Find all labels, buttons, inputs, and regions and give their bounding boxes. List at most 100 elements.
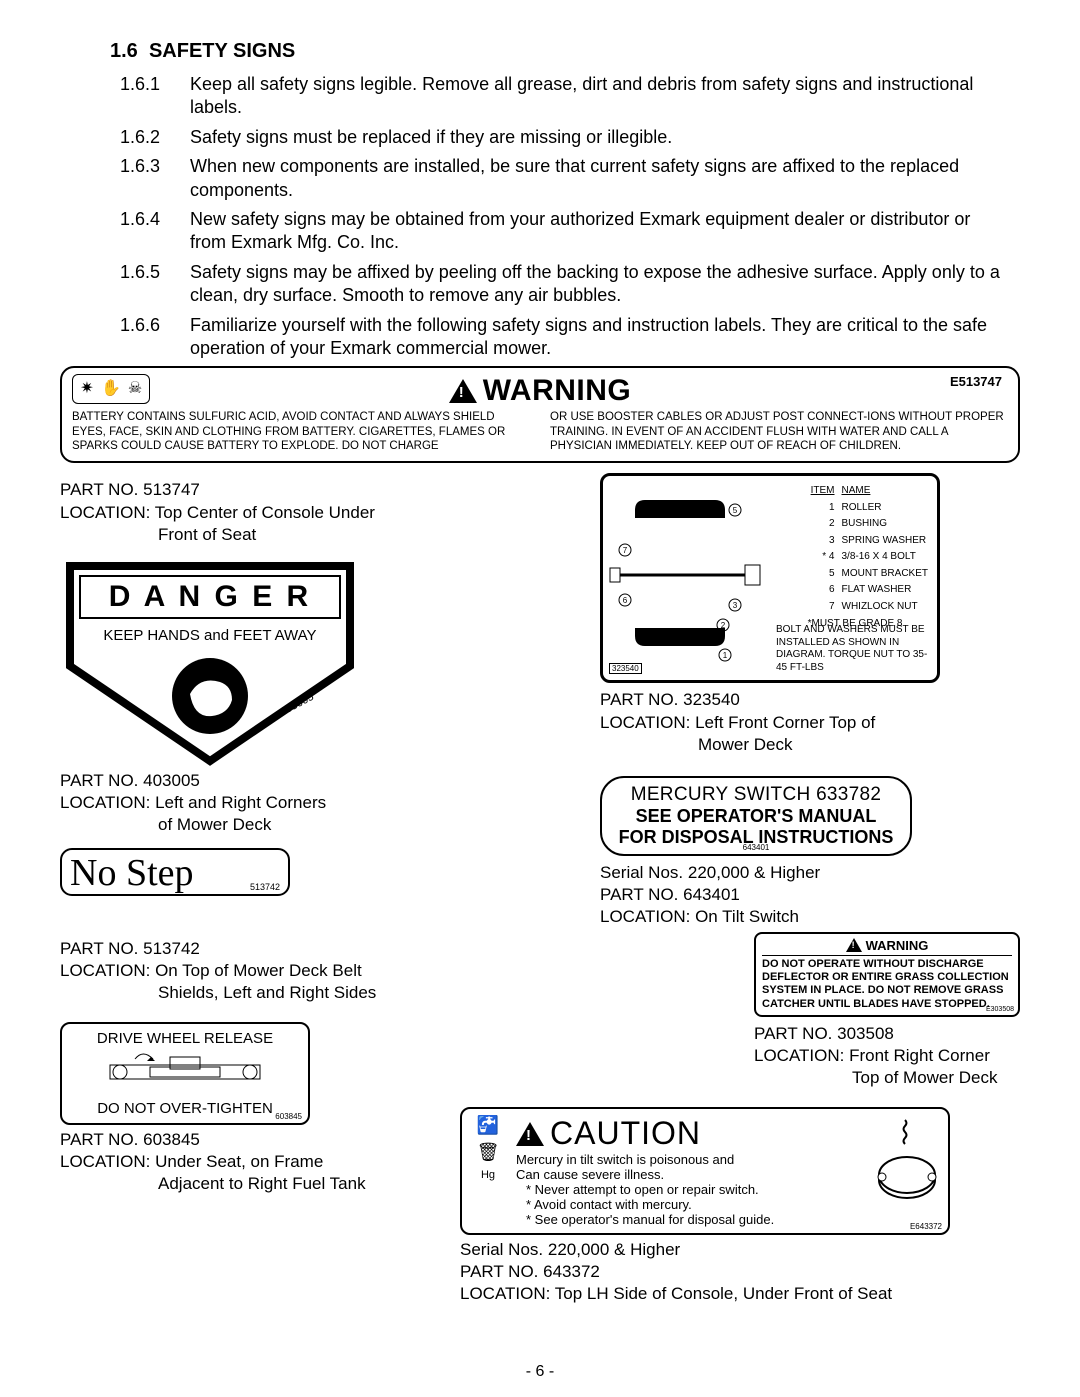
nostep-code: 513742 bbox=[250, 882, 280, 892]
part-number: PART NO. 643372 bbox=[460, 1262, 600, 1281]
warning-right-text: OR USE BOOSTER CABLES OR ADJUST POST CON… bbox=[550, 410, 1008, 453]
drive-sub: DO NOT OVER-TIGHTEN bbox=[70, 1100, 300, 1117]
item-num: 1.6.4 bbox=[60, 208, 190, 255]
part-number: PART NO. 643401 bbox=[600, 885, 740, 904]
warning-hazard-icons: ✷ ✋ ☠ bbox=[72, 374, 150, 404]
warning-discharge-label: WARNING DO NOT OPERATE WITHOUT DISCHARGE… bbox=[754, 932, 1020, 1017]
warning-triangle-icon bbox=[516, 1122, 544, 1146]
section-number: 1.6 bbox=[60, 40, 138, 62]
item-num: 1.6.1 bbox=[60, 73, 190, 120]
trash-icon: 🗑 bbox=[477, 1142, 500, 1163]
caution-title-text: CAUTION bbox=[550, 1115, 701, 1152]
svg-text:5: 5 bbox=[733, 506, 738, 515]
location-line: LOCATION: Front Right Corner bbox=[754, 1046, 990, 1065]
warning-small-caption: PART NO. 303508 LOCATION: Front Right Co… bbox=[754, 1023, 1020, 1089]
part-number: PART NO. 603845 bbox=[60, 1130, 200, 1149]
section-title: SAFETY SIGNS bbox=[149, 40, 295, 62]
warning-small-code: E303508 bbox=[986, 1006, 1014, 1013]
row-name: MOUNT BRACKET bbox=[841, 567, 930, 582]
mercury-l2a: SEE OPERATOR'S MANUAL bbox=[616, 806, 896, 827]
warning-heading-text: WARNING bbox=[483, 374, 632, 408]
location-line: LOCATION: On Tilt Switch bbox=[600, 907, 799, 926]
location-line: LOCATION: On Top of Mower Deck Belt bbox=[60, 961, 362, 980]
skull-icon: ☠ bbox=[125, 381, 145, 397]
row-name: 3/8-16 X 4 BOLT bbox=[841, 550, 930, 565]
caution-caption: Serial Nos. 220,000 & Higher PART NO. 64… bbox=[460, 1239, 1020, 1305]
svg-text:3: 3 bbox=[733, 601, 738, 610]
hand-icon: ✋ bbox=[101, 381, 121, 397]
danger-pentagon-svg: D A N G E R KEEP HANDS and FEET AWAY 403… bbox=[60, 556, 360, 766]
warning-left-text: BATTERY CONTAINS SULFURIC ACID, AVOID CO… bbox=[72, 410, 530, 453]
caution-bullet: * Never attempt to open or repair switch… bbox=[516, 1182, 864, 1197]
danger-word: D A N G E R bbox=[109, 580, 311, 613]
drive-wheel-label: DRIVE WHEEL RELEASE DO NOT OVER-TIGHTEN … bbox=[60, 1022, 310, 1125]
assembly-caption: PART NO. 323540 LOCATION: Left Front Cor… bbox=[600, 689, 1020, 755]
location-line: LOCATION: Top LH Side of Console, Under … bbox=[460, 1284, 892, 1303]
warning-title: WARNING bbox=[449, 374, 632, 408]
section-heading: 1.6 SAFETY SIGNS bbox=[60, 40, 1020, 63]
item-text: New safety signs may be obtained from yo… bbox=[190, 208, 1020, 255]
warning-small-body: DO NOT OPERATE WITHOUT DISCHARGE DEFLECT… bbox=[762, 958, 1012, 1011]
item-num: 1.6.6 bbox=[60, 314, 190, 361]
assembly-diagram-svg: 5 7 6 3 2 1 bbox=[605, 480, 775, 670]
hg-symbol: Hg bbox=[481, 1169, 495, 1181]
row-n: 6 bbox=[810, 583, 839, 598]
item-text: Safety signs must be replaced if they ar… bbox=[190, 126, 1020, 149]
danger-caption: PART NO. 403005 LOCATION: Left and Right… bbox=[60, 770, 570, 836]
svg-text:6: 6 bbox=[623, 596, 628, 605]
serial-line: Serial Nos. 220,000 & Higher bbox=[460, 1240, 680, 1259]
danger-subtext: KEEP HANDS and FEET AWAY bbox=[103, 627, 316, 644]
row-n: 7 bbox=[810, 600, 839, 615]
location-line: LOCATION: Top Center of Console Under bbox=[60, 503, 375, 522]
drive-caption: PART NO. 603845 LOCATION: Under Seat, on… bbox=[60, 1129, 430, 1195]
part-number: PART NO. 403005 bbox=[60, 771, 200, 790]
col-head-item: ITEM bbox=[810, 484, 839, 499]
location-line: LOCATION: Left and Right Corners bbox=[60, 793, 326, 812]
svg-text:1: 1 bbox=[723, 651, 728, 660]
svg-text:2: 2 bbox=[721, 621, 726, 630]
mercury-switch-label: MERCURY SWITCH 633782 SEE OPERATOR'S MAN… bbox=[600, 776, 912, 856]
row-n: 3 bbox=[810, 534, 839, 549]
item-text: Familiarize yourself with the following … bbox=[190, 314, 1020, 361]
caution-line: Mercury in tilt switch is poisonous and bbox=[516, 1152, 864, 1167]
warning-triangle-icon bbox=[846, 938, 862, 952]
caution-bullet: * See operator's manual for disposal gui… bbox=[516, 1212, 864, 1227]
col-head-name: NAME bbox=[841, 484, 930, 499]
warning-small-heading: WARNING bbox=[866, 938, 929, 953]
danger-label: D A N G E R KEEP HANDS and FEET AWAY 403… bbox=[60, 556, 360, 766]
row-name: WHIZLOCK NUT bbox=[841, 600, 930, 615]
section-items: 1.6.1Keep all safety signs legible. Remo… bbox=[60, 73, 1020, 360]
mercury-code: 643401 bbox=[743, 843, 770, 852]
row-n: 1 bbox=[810, 501, 839, 516]
part-number: PART NO. 513747 bbox=[60, 480, 200, 499]
location-line: LOCATION: Under Seat, on Frame bbox=[60, 1152, 323, 1171]
assembly-code: 323540 bbox=[609, 663, 642, 674]
item-text: Safety signs may be affixed by peeling o… bbox=[190, 261, 1020, 308]
warning-top-caption: PART NO. 513747 LOCATION: Top Center of … bbox=[60, 479, 570, 545]
part-number: PART NO. 323540 bbox=[600, 690, 740, 709]
assembly-parts-list: ITEMNAME 1ROLLER 2BUSHING 3SPRING WASHER… bbox=[808, 482, 931, 631]
faucet-icon: 🚰 bbox=[477, 1115, 499, 1136]
spark-icon: ✷ bbox=[77, 381, 97, 397]
part-number: PART NO. 513742 bbox=[60, 939, 200, 958]
location-line2: of Mower Deck bbox=[60, 814, 570, 836]
location-line2: Top of Mower Deck bbox=[754, 1067, 1020, 1089]
location-line2: Adjacent to Right Fuel Tank bbox=[60, 1173, 430, 1195]
serial-line: Serial Nos. 220,000 & Higher bbox=[600, 863, 820, 882]
part-number: PART NO. 303508 bbox=[754, 1024, 894, 1043]
row-name: SPRING WASHER bbox=[841, 534, 930, 549]
item-text: When new components are installed, be su… bbox=[190, 155, 1020, 202]
row-n: 2 bbox=[810, 517, 839, 532]
caution-bullet: * Avoid contact with mercury. bbox=[516, 1197, 864, 1212]
row-name: ROLLER bbox=[841, 501, 930, 516]
row-name: FLAT WASHER bbox=[841, 583, 930, 598]
location-line2: Shields, Left and Right Sides bbox=[60, 982, 430, 1004]
tilt-switch-svg bbox=[872, 1115, 942, 1215]
location-line2: Mower Deck bbox=[600, 734, 1020, 756]
assembly-label: 5 7 6 3 2 1 ITEMNAME 1ROLLER 2BUSHING 3S… bbox=[600, 473, 940, 683]
caution-line: Can cause severe illness. bbox=[516, 1167, 864, 1182]
svg-text:7: 7 bbox=[623, 546, 628, 555]
nostep-label: No Step 513742 bbox=[60, 848, 290, 896]
nostep-caption: PART NO. 513742 LOCATION: On Top of Mowe… bbox=[60, 938, 430, 1004]
mercury-l1: MERCURY SWITCH 633782 bbox=[616, 784, 896, 806]
